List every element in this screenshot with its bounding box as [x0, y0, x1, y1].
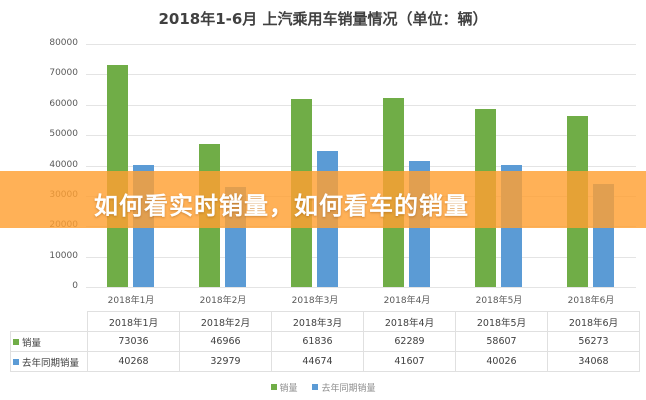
row-label: 销量 [22, 337, 42, 349]
table-row: 去年同期销量 40268 32979 44674 41607 40026 340… [10, 351, 640, 372]
legend-swatch-icon [270, 384, 277, 390]
x-tick-label: 2018年3月 [291, 296, 339, 306]
gridline [86, 166, 636, 167]
y-tick-label: 0 [72, 281, 78, 291]
table-header-cell: 2018年6月 [547, 311, 640, 332]
chart-legend: 销量 去年同期销量 [0, 381, 646, 394]
x-tick-label: 2018年6月 [567, 296, 615, 306]
table-header-cell: 2018年1月 [87, 311, 180, 332]
y-tick-label: 10000 [49, 251, 78, 261]
series-swatch-icon [13, 338, 19, 345]
table-header-cell: 2018年3月 [271, 311, 364, 332]
table-cell: 61836 [271, 331, 364, 352]
data-table: 2018年1月 2018年2月 2018年3月 2018年4月 2018年5月 … [10, 311, 640, 372]
table-cell: 44674 [271, 351, 364, 372]
table-cell: 34068 [547, 351, 640, 372]
table-header-row: 2018年1月 2018年2月 2018年3月 2018年4月 2018年5月 … [10, 311, 640, 332]
x-tick-label: 2018年5月 [475, 296, 523, 306]
y-tick-label: 70000 [49, 68, 78, 78]
gridline [86, 257, 636, 258]
y-tick-label: 40000 [49, 160, 78, 170]
chart-title: 2018年1-6月 上汽乘用车销量情况（单位：辆） [158, 10, 488, 28]
table-header-cell: 2018年2月 [179, 311, 272, 332]
legend-swatch-icon [312, 384, 319, 390]
table-cell: 56273 [547, 331, 640, 352]
table-cell: 32979 [179, 351, 272, 372]
x-tick-label: 2018年2月 [199, 296, 247, 306]
gridline [86, 105, 636, 106]
table-row: 销量 73036 46966 61836 62289 58607 56273 [10, 331, 640, 352]
series-swatch-icon [13, 358, 19, 365]
headline-text: 如何看实时销量，如何看车的销量 [94, 192, 469, 220]
table-header-cell: 2018年5月 [455, 311, 548, 332]
gridline [86, 44, 636, 45]
legend-item-sales: 销量 [270, 384, 298, 394]
headline-banner [0, 171, 646, 228]
row-label: 去年同期销量 [22, 357, 80, 369]
gridline [86, 287, 636, 288]
table-header-cell: 2018年4月 [363, 311, 456, 332]
y-tick-label: 80000 [49, 38, 78, 48]
x-tick-label: 2018年1月 [107, 296, 155, 306]
table-cell: 73036 [87, 331, 180, 352]
y-tick-label: 60000 [49, 99, 78, 109]
table-cell: 46966 [179, 331, 272, 352]
table-cell: 40268 [87, 351, 180, 372]
table-cell: 62289 [363, 331, 456, 352]
x-tick-label: 2018年4月 [383, 296, 431, 306]
y-tick-label: 50000 [49, 129, 78, 139]
gridline [86, 135, 636, 136]
table-cell: 40026 [455, 351, 548, 372]
table-cell: 41607 [363, 351, 456, 372]
gridline [86, 74, 636, 75]
legend-item-last-year: 去年同期销量 [312, 384, 375, 394]
table-cell: 58607 [455, 331, 548, 352]
